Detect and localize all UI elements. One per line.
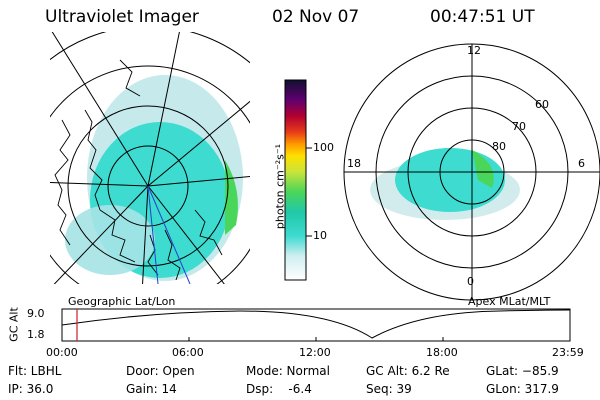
colorbar-tick-10: 10 [313,229,327,242]
coastlines [54,59,223,281]
altitude-xtick-1800: 18:00 [426,346,458,359]
left-panel-caption: Geographic Lat/Lon [68,295,176,308]
dsp-value: Dsp: -6.4 [246,382,312,396]
date-label: 02 Nov 07 [272,7,360,27]
mlat-label-70: 70 [512,120,526,133]
altitude-xtick-2359: 23:59 [552,346,584,359]
filter-value: Flt: LBHL [8,364,62,378]
glon-value: GLon: 317.9 [486,382,559,396]
instrument-title: Ultraviolet Imager [45,7,199,27]
mode-value: Mode: Normal [246,364,330,378]
polar-plot [343,43,600,301]
latitude-grid [50,32,250,284]
glat-value: GLat: −85.9 [486,364,559,378]
altitude-curve [61,309,571,339]
polar-axes [344,44,600,300]
gc-alt-value: GC Alt: 6.2 Re [366,364,450,378]
ip-value: IP: 36.0 [8,382,54,396]
seq-value: Seq: 39 [366,382,412,396]
colorbar-tick-100: 100 [313,141,334,154]
longitude-grid [50,32,250,284]
aurora-bright-right [472,150,494,188]
altitude-plot [61,308,571,342]
altitude-xtick-0000: 00:00 [46,346,78,359]
altitude-ytick-high: 9.0 [27,307,45,320]
mlt-label-0: 0 [467,275,474,288]
mlat-label-60: 60 [535,98,549,111]
mlt-label-6: 6 [578,157,585,170]
altitude-ytick-low: 1.8 [27,328,45,341]
mlt-label-18: 18 [347,157,361,170]
door-value: Door: Open [126,364,195,378]
color-scale [284,79,307,281]
altitude-ylabel: GC Alt [7,307,21,342]
time-label: 00:47:51 UT [430,7,535,27]
right-panel-caption: Apex MLat/MLT [468,295,551,308]
mlt-label-12: 12 [467,44,481,57]
gain-value: Gain: 14 [126,382,177,396]
color-bar [284,79,312,281]
altitude-frame [61,308,571,342]
geographic-map [50,32,250,284]
altitude-xtick-0600: 06:00 [172,346,204,359]
altitude-xtick-1200: 12:00 [299,346,331,359]
colorbar-unit-label: photon cm⁻²s⁻¹ [273,143,287,230]
mlat-label-80: 80 [492,140,506,153]
